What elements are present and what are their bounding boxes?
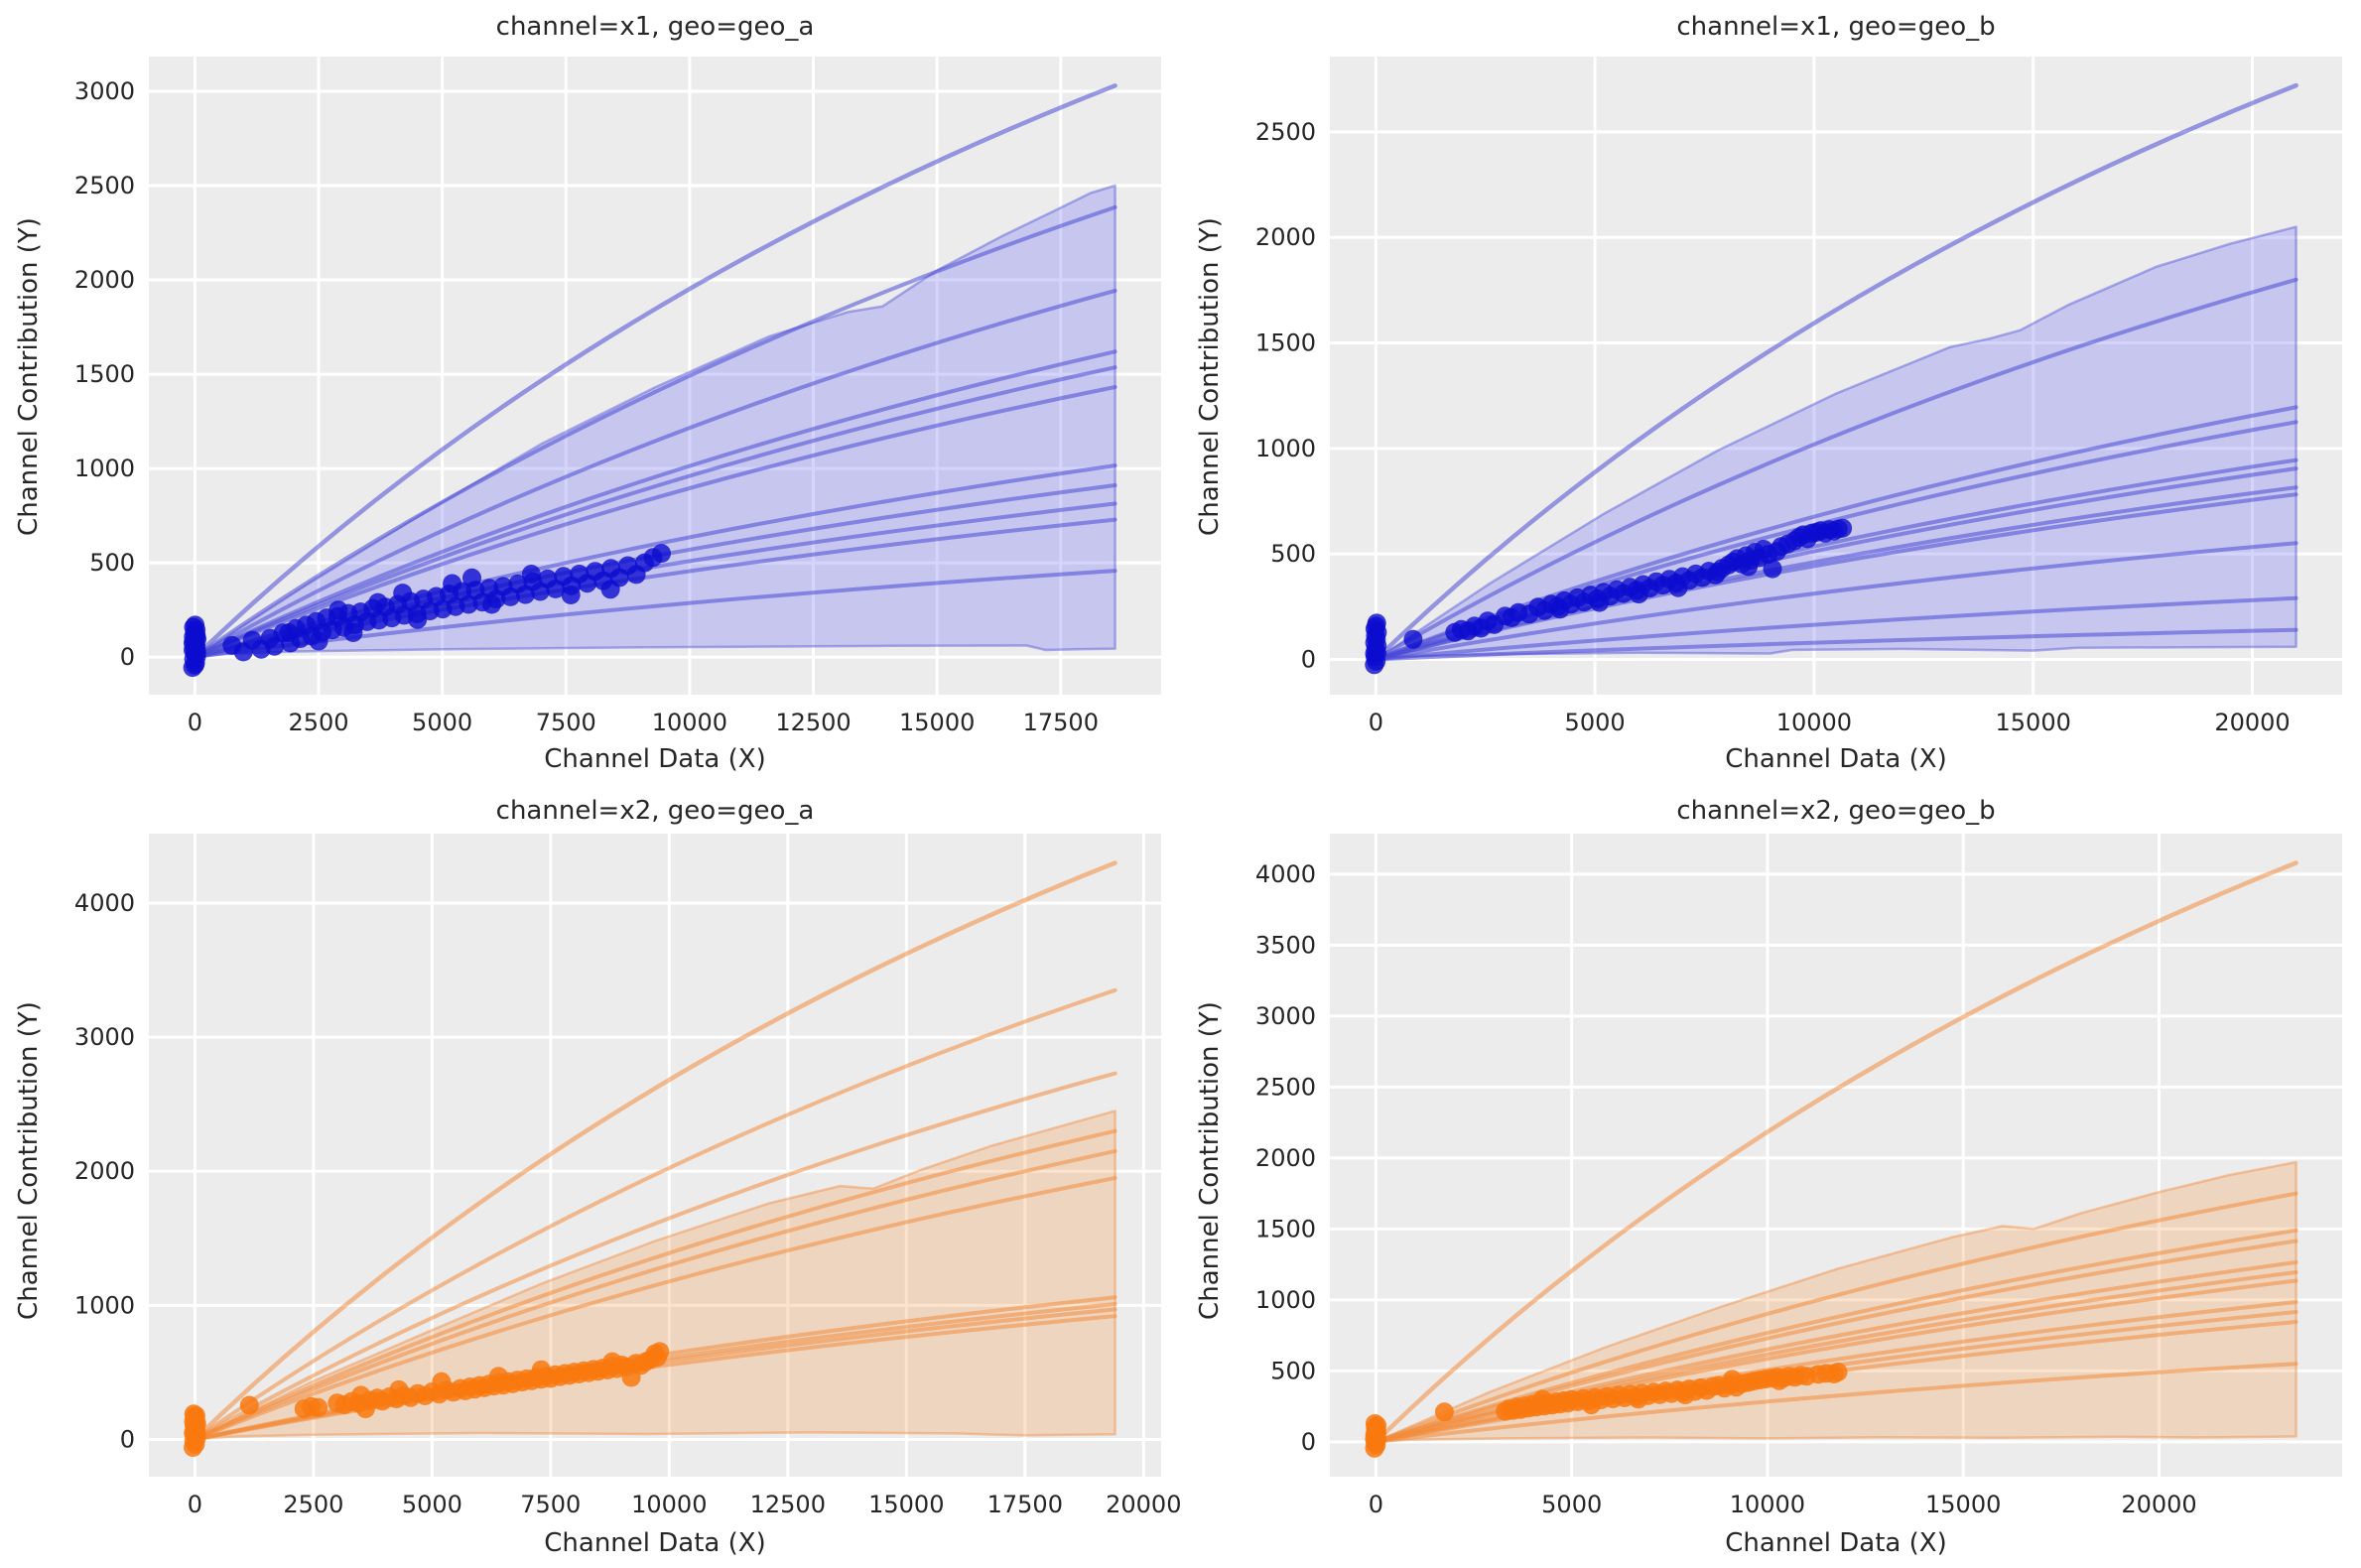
x-axis-label: Channel Data (X) <box>1725 744 1947 774</box>
y-tick-labels: 0 500 1000 1500 2000 2500 <box>1255 118 1316 674</box>
svg-text:12500: 12500 <box>775 709 851 736</box>
panel-title: channel=x2, geo=geo_a <box>495 796 815 826</box>
plot-area-x1-geo-b: 0 5000 10000 15000 20000 0 500 1000 1500 2000 2500 <box>1255 57 2342 736</box>
svg-text:2500: 2500 <box>1255 1073 1316 1101</box>
svg-text:5000: 5000 <box>402 1491 462 1518</box>
svg-text:0: 0 <box>1369 1491 1383 1518</box>
svg-text:2500: 2500 <box>283 1491 343 1518</box>
uncertainty-band <box>194 1110 1116 1441</box>
steepest-sample-curve <box>193 860 1117 1442</box>
y-tick-labels: 0 500 1000 1500 2000 2500 3000 <box>74 77 135 671</box>
plot-area-x1-geo-a: 0 2500 5000 7500 10000 12500 15000 17500 0 500 100… <box>74 57 1161 736</box>
panel-x2-geo-b: 0 5000 10000 15000 20000 0 500 1000 1500 2000 2500… <box>1181 784 2361 1568</box>
y-tick-labels: 0 1000 2000 3000 4000 <box>74 889 135 1453</box>
scatter-points <box>1365 518 1853 675</box>
svg-text:1000: 1000 <box>1255 435 1316 462</box>
svg-text:1000: 1000 <box>74 1291 135 1319</box>
gridlines <box>1330 57 2342 695</box>
svg-text:0: 0 <box>188 709 202 736</box>
svg-text:1000: 1000 <box>1255 1286 1316 1314</box>
svg-text:500: 500 <box>1270 1357 1316 1384</box>
scatter-points <box>1365 1363 1848 1458</box>
scatter-points <box>183 544 671 678</box>
plot-background <box>1330 57 2342 695</box>
panel-title: channel=x1, geo=geo_a <box>495 12 815 42</box>
svg-text:17500: 17500 <box>1023 709 1099 736</box>
plot-area-x2-geo-b: 0 5000 10000 15000 20000 0 500 1000 1500 2000 2500… <box>1255 834 2342 1518</box>
svg-text:15000: 15000 <box>899 709 975 736</box>
y-axis-label: Channel Contribution (Y) <box>14 217 44 536</box>
svg-text:4000: 4000 <box>74 889 135 917</box>
svg-text:3000: 3000 <box>1255 1002 1316 1030</box>
svg-text:5000: 5000 <box>1565 709 1626 736</box>
svg-text:4000: 4000 <box>1255 860 1316 888</box>
panel-x1-geo-b: 0 5000 10000 15000 20000 0 500 1000 1500 2000 2500… <box>1181 0 2361 784</box>
svg-text:2000: 2000 <box>1255 223 1316 251</box>
svg-text:1500: 1500 <box>1255 1215 1316 1242</box>
svg-text:3500: 3500 <box>1255 931 1316 959</box>
svg-text:17500: 17500 <box>987 1491 1063 1518</box>
panel-title: channel=x2, geo=geo_b <box>1676 796 1996 826</box>
svg-text:7500: 7500 <box>536 709 596 736</box>
svg-text:0: 0 <box>1369 709 1383 736</box>
svg-text:2000: 2000 <box>74 1157 135 1185</box>
plot-background <box>149 834 1161 1477</box>
svg-text:10000: 10000 <box>652 709 727 736</box>
x-tick-labels: 0 5000 10000 15000 20000 <box>1369 1491 2197 1518</box>
steepest-sample-curve <box>193 83 1117 660</box>
svg-text:20000: 20000 <box>1106 1491 1180 1518</box>
svg-text:0: 0 <box>120 1425 135 1453</box>
svg-text:2000: 2000 <box>74 266 135 294</box>
svg-text:15000: 15000 <box>1925 1491 2001 1518</box>
plot-area-x2-geo-a: 0 2500 5000 7500 10000 12500 15000 17500 20000 0 1… <box>74 834 1180 1518</box>
svg-text:3000: 3000 <box>74 1023 135 1051</box>
svg-text:15000: 15000 <box>868 1491 944 1518</box>
svg-text:1500: 1500 <box>74 360 135 388</box>
uncertainty-band <box>1375 225 2297 661</box>
svg-text:0: 0 <box>188 1491 202 1518</box>
svg-text:10000: 10000 <box>1776 709 1852 736</box>
svg-text:1500: 1500 <box>1255 329 1316 357</box>
svg-text:500: 500 <box>1270 540 1316 568</box>
panel-x2-geo-a: 0 2500 5000 7500 10000 12500 15000 17500 20000 0 1… <box>0 784 1180 1568</box>
x-axis-label: Channel Data (X) <box>1725 1528 1947 1558</box>
svg-text:3000: 3000 <box>74 77 135 105</box>
x-axis-label: Channel Data (X) <box>544 744 766 774</box>
y-axis-label: Channel Contribution (Y) <box>1195 1001 1225 1320</box>
y-axis-label: Channel Contribution (Y) <box>1195 217 1225 536</box>
svg-text:7500: 7500 <box>520 1491 581 1518</box>
svg-text:0: 0 <box>120 643 135 671</box>
svg-text:20000: 20000 <box>2214 709 2290 736</box>
svg-text:2500: 2500 <box>74 172 135 199</box>
x-tick-labels: 0 2500 5000 7500 10000 12500 15000 17500 20000 <box>188 1491 1180 1518</box>
svg-text:0: 0 <box>1301 645 1316 673</box>
svg-text:2500: 2500 <box>1255 118 1316 146</box>
scatter-points <box>184 1342 670 1457</box>
x-tick-labels: 0 2500 5000 7500 10000 12500 15000 17500 <box>188 709 1099 736</box>
svg-text:2500: 2500 <box>288 709 348 736</box>
x-tick-labels: 0 5000 10000 15000 20000 <box>1369 709 2291 736</box>
svg-text:20000: 20000 <box>2121 1491 2196 1518</box>
svg-text:10000: 10000 <box>1730 1491 1805 1518</box>
y-axis-label: Channel Contribution (Y) <box>14 1001 44 1320</box>
x-axis-label: Channel Data (X) <box>544 1528 766 1558</box>
svg-text:12500: 12500 <box>750 1491 826 1518</box>
svg-text:15000: 15000 <box>1996 709 2071 736</box>
panel-title: channel=x1, geo=geo_b <box>1676 12 1996 42</box>
svg-text:1000: 1000 <box>74 455 135 482</box>
svg-text:2000: 2000 <box>1255 1144 1316 1172</box>
svg-text:5000: 5000 <box>412 709 472 736</box>
y-tick-labels: 0 500 1000 1500 2000 2500 3000 3500 4000 <box>1255 860 1316 1456</box>
svg-text:500: 500 <box>89 549 135 577</box>
svg-text:5000: 5000 <box>1541 1491 1602 1518</box>
svg-text:10000: 10000 <box>631 1491 707 1518</box>
panel-x1-geo-a: 0 2500 5000 7500 10000 12500 15000 17500 0 500 100… <box>0 0 1180 784</box>
svg-text:0: 0 <box>1301 1428 1316 1456</box>
steepest-sample-curve <box>1374 82 2298 662</box>
steepest-sample-curve <box>1374 860 2298 1445</box>
